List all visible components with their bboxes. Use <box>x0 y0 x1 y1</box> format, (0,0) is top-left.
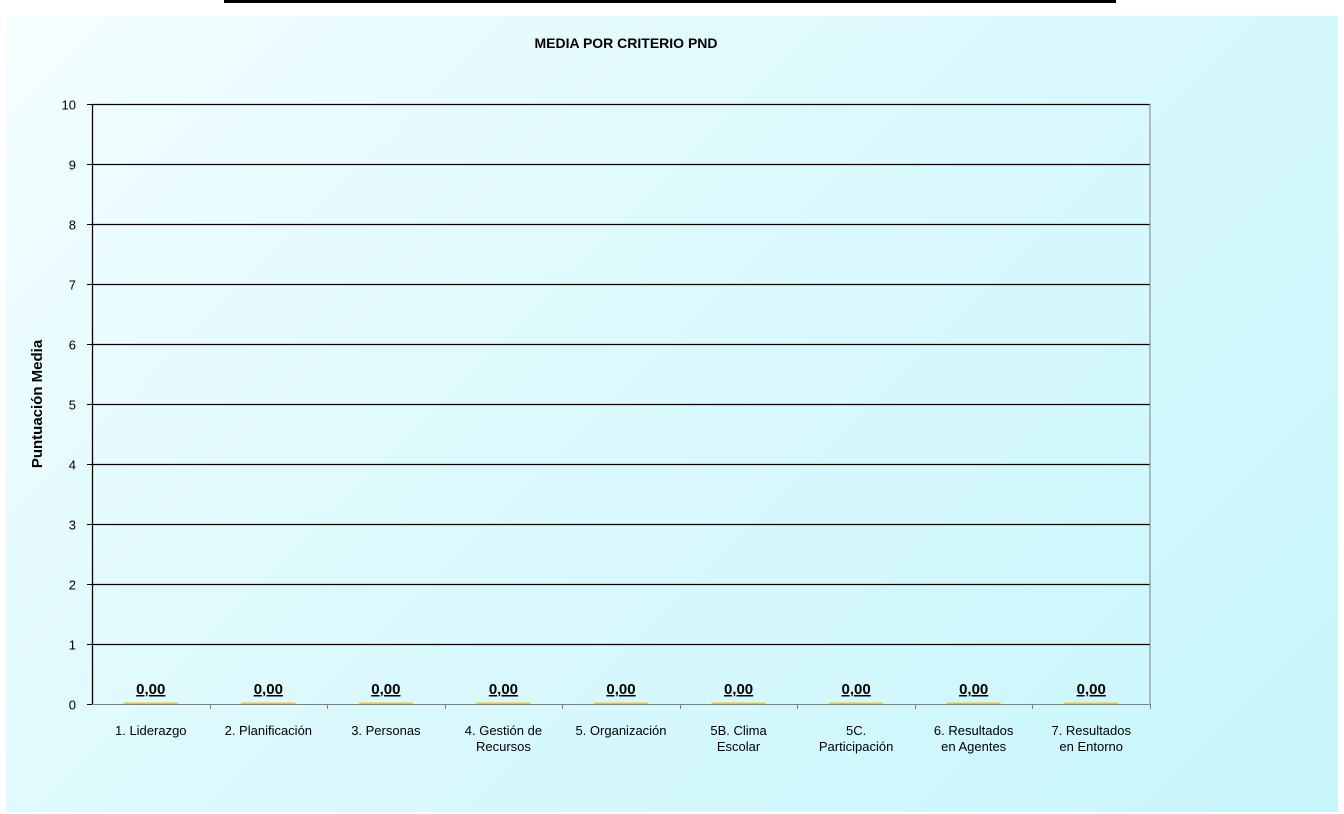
data-label: 0,00 <box>842 681 871 698</box>
x-category-label: 1. Liderazgo <box>115 723 187 738</box>
data-label: 0,00 <box>959 681 988 698</box>
x-category-label: 3. Personas <box>351 723 421 738</box>
y-tick-label: 10 <box>62 98 76 113</box>
y-tick-label: 9 <box>69 158 76 173</box>
data-label: 0,00 <box>371 681 400 698</box>
y-tick-label: 5 <box>69 398 76 413</box>
y-tick-label: 1 <box>69 638 76 653</box>
bar <box>241 702 296 704</box>
data-label: 0,00 <box>489 681 518 698</box>
data-label: 0,00 <box>606 681 635 698</box>
data-label: 0,00 <box>1077 681 1106 698</box>
y-tick-label: 7 <box>69 278 76 293</box>
data-label: 0,00 <box>136 681 165 698</box>
x-category-label: 5B. Clima Escolar <box>710 723 767 754</box>
bar <box>1064 702 1119 704</box>
y-tick-label: 3 <box>69 518 76 533</box>
bar <box>711 702 766 704</box>
y-tick-label: 8 <box>69 218 76 233</box>
data-label: 0,00 <box>724 681 753 698</box>
bar <box>123 702 178 704</box>
bar <box>593 702 649 704</box>
x-category-label: 7. Resultados en Entorno <box>1051 723 1131 754</box>
x-category-label: 5C. Participación <box>819 723 893 754</box>
y-tick-label: 4 <box>69 458 76 473</box>
y-tick-label: 0 <box>69 698 76 713</box>
title-rule-line <box>224 0 1116 3</box>
chart-area <box>6 16 1338 812</box>
x-category-label: 6. Resultados en Agentes <box>934 723 1014 754</box>
x-category-label: 5. Organización <box>575 723 666 738</box>
bar <box>358 702 413 704</box>
x-category-label: 2. Planificación <box>225 723 312 738</box>
y-tick-label: 6 <box>69 338 76 353</box>
bar <box>946 702 1001 704</box>
chart-title: MEDIA POR CRITERIO PND <box>534 35 717 51</box>
x-category-label: 4. Gestión de Recursos <box>465 723 542 754</box>
bar <box>829 702 884 704</box>
y-axis-title: Puntuación Media <box>29 339 46 468</box>
bar <box>476 702 531 704</box>
data-label: 0,00 <box>254 681 283 698</box>
y-tick-label: 2 <box>69 578 76 593</box>
